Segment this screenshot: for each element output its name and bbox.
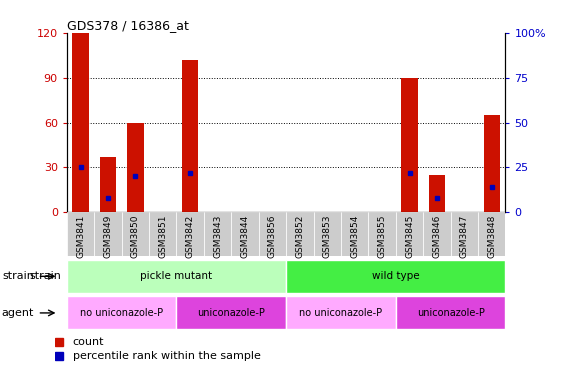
Text: no uniconazole-P: no uniconazole-P <box>80 308 163 318</box>
Text: GSM3849: GSM3849 <box>103 214 113 258</box>
Text: GDS378 / 16386_at: GDS378 / 16386_at <box>67 19 189 32</box>
Text: GSM3848: GSM3848 <box>487 214 496 258</box>
Bar <box>259 212 286 256</box>
Text: strain: strain <box>2 271 34 281</box>
Bar <box>483 115 500 212</box>
Bar <box>100 157 116 212</box>
Text: no uniconazole-P: no uniconazole-P <box>299 308 382 318</box>
Bar <box>314 212 341 256</box>
Bar <box>286 296 396 329</box>
Bar <box>177 212 204 256</box>
Bar <box>368 212 396 256</box>
Text: GSM3847: GSM3847 <box>460 214 469 258</box>
Text: percentile rank within the sample: percentile rank within the sample <box>73 351 260 362</box>
Bar <box>423 212 451 256</box>
Bar <box>67 296 177 329</box>
Bar <box>451 212 478 256</box>
Text: uniconazole-P: uniconazole-P <box>417 308 485 318</box>
Text: pickle mutant: pickle mutant <box>141 271 213 281</box>
Text: GSM3846: GSM3846 <box>432 214 442 258</box>
Bar <box>286 260 505 293</box>
Text: GSM3856: GSM3856 <box>268 214 277 258</box>
Text: wild type: wild type <box>372 271 419 281</box>
Bar <box>204 212 231 256</box>
Text: GSM3853: GSM3853 <box>323 214 332 258</box>
Text: count: count <box>73 337 104 347</box>
Bar <box>182 60 198 212</box>
Text: GSM3845: GSM3845 <box>405 214 414 258</box>
Bar <box>67 260 286 293</box>
Text: GSM3850: GSM3850 <box>131 214 140 258</box>
Text: GSM3852: GSM3852 <box>295 214 304 258</box>
Bar <box>396 212 423 256</box>
Text: strain: strain <box>29 271 61 281</box>
Bar <box>396 296 505 329</box>
Bar <box>429 175 445 212</box>
Bar <box>121 212 149 256</box>
Bar <box>231 212 259 256</box>
Bar <box>401 78 418 212</box>
Text: uniconazole-P: uniconazole-P <box>198 308 266 318</box>
Bar <box>72 33 89 212</box>
Text: agent: agent <box>1 308 34 318</box>
Text: GSM3844: GSM3844 <box>241 214 249 258</box>
Bar <box>286 212 314 256</box>
Bar <box>127 123 144 212</box>
Text: GSM3854: GSM3854 <box>350 214 359 258</box>
Text: GSM3842: GSM3842 <box>186 214 195 258</box>
Bar <box>478 212 505 256</box>
Bar <box>67 212 94 256</box>
Text: GSM3851: GSM3851 <box>158 214 167 258</box>
Bar <box>177 296 286 329</box>
Text: GSM3841: GSM3841 <box>76 214 85 258</box>
Text: GSM3843: GSM3843 <box>213 214 222 258</box>
Bar <box>94 212 121 256</box>
Text: GSM3855: GSM3855 <box>378 214 386 258</box>
Bar <box>149 212 177 256</box>
Bar <box>341 212 368 256</box>
